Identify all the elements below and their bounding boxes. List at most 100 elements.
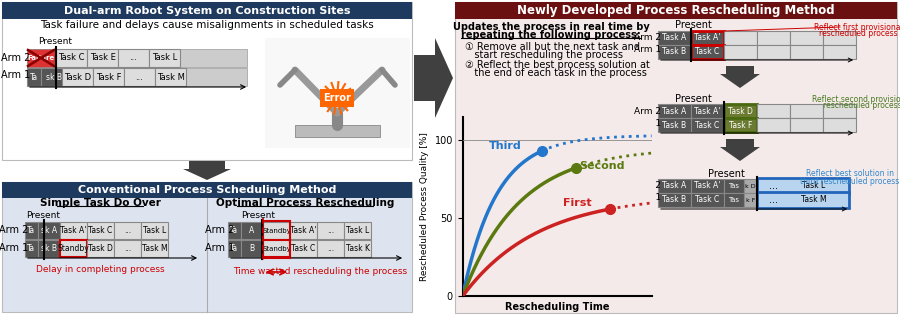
Text: Task B: Task B xyxy=(662,121,687,129)
Text: Task F: Task F xyxy=(95,72,122,82)
Text: Task E: Task E xyxy=(90,54,115,62)
Text: sk A: sk A xyxy=(40,226,57,235)
Text: A: A xyxy=(249,226,255,235)
Text: Task failure and delays cause misalignments in scheduled tasks: Task failure and delays cause misalignme… xyxy=(40,20,374,30)
Bar xyxy=(56,49,87,67)
Bar xyxy=(658,118,691,132)
Bar xyxy=(228,222,241,239)
Bar xyxy=(25,222,38,239)
Text: k D: k D xyxy=(745,184,756,188)
Bar xyxy=(744,193,757,207)
Bar xyxy=(263,222,290,239)
Bar xyxy=(757,104,790,118)
Text: Newly Developed Process Rescheduling Method: Newly Developed Process Rescheduling Met… xyxy=(518,4,835,17)
Bar xyxy=(263,240,290,257)
X-axis label: Rescheduling Time: Rescheduling Time xyxy=(505,302,609,312)
Text: sk B: sk B xyxy=(41,244,57,253)
Bar xyxy=(344,222,371,239)
Bar xyxy=(2,2,412,19)
Bar xyxy=(790,104,823,118)
Polygon shape xyxy=(414,38,453,118)
Bar xyxy=(27,68,41,86)
Text: Task C: Task C xyxy=(696,48,720,56)
Text: Arm 1: Arm 1 xyxy=(634,193,662,203)
Text: Reflect first provisional: Reflect first provisional xyxy=(814,22,900,32)
Bar xyxy=(27,68,247,86)
Text: ② Reflect the best process solution at: ② Reflect the best process solution at xyxy=(465,60,650,70)
Text: Arm 1: Arm 1 xyxy=(634,45,662,54)
Bar xyxy=(290,240,317,257)
Text: Present: Present xyxy=(26,210,60,220)
Text: Arm 1: Arm 1 xyxy=(634,118,662,128)
Text: Task A: Task A xyxy=(662,33,687,43)
Bar xyxy=(724,118,757,132)
Text: Arm 2: Arm 2 xyxy=(205,225,235,235)
Bar xyxy=(87,222,114,239)
Bar xyxy=(114,222,141,239)
Bar xyxy=(87,49,118,67)
Text: Task K: Task K xyxy=(346,244,370,253)
Bar xyxy=(757,118,790,132)
Bar xyxy=(290,222,317,239)
Bar xyxy=(228,240,241,257)
Text: Task A': Task A' xyxy=(291,226,317,235)
Bar xyxy=(93,68,124,86)
Bar xyxy=(149,49,180,67)
Text: Delay in completing process: Delay in completing process xyxy=(36,266,165,274)
Bar xyxy=(62,68,93,86)
Bar xyxy=(757,178,849,194)
Bar xyxy=(823,118,856,132)
Text: Conventional Process Scheduling Method: Conventional Process Scheduling Method xyxy=(77,185,337,195)
Text: Arm 2: Arm 2 xyxy=(0,225,29,235)
Text: start rescheduling the process: start rescheduling the process xyxy=(465,50,623,60)
Bar xyxy=(60,240,87,257)
Bar xyxy=(41,68,67,86)
Bar xyxy=(320,89,354,107)
Text: ...: ... xyxy=(769,181,778,191)
Text: Optimal Process Rescheduling: Optimal Process Rescheduling xyxy=(216,198,394,208)
Bar xyxy=(790,118,823,132)
Text: ...: ... xyxy=(769,195,778,205)
Text: Task L: Task L xyxy=(346,226,369,235)
Bar xyxy=(317,222,344,239)
Text: Task D: Task D xyxy=(64,72,91,82)
Text: rescheduled process: rescheduled process xyxy=(819,30,897,38)
Text: Ta: Ta xyxy=(27,244,36,253)
Text: Task A': Task A' xyxy=(60,226,86,235)
Text: Ta: Ta xyxy=(230,244,238,253)
Text: Tas: Tas xyxy=(728,197,740,203)
Text: Arm 2: Arm 2 xyxy=(1,53,31,63)
Y-axis label: Rescheduled Process Quality [%]: Rescheduled Process Quality [%] xyxy=(420,132,429,281)
Text: ...: ... xyxy=(327,244,334,253)
Bar xyxy=(114,240,141,257)
Bar xyxy=(155,68,186,86)
Text: Standby: Standby xyxy=(262,245,291,251)
Text: Task A: Task A xyxy=(662,106,687,116)
Bar xyxy=(790,45,823,59)
Bar xyxy=(658,193,691,207)
Bar xyxy=(823,31,856,45)
Bar xyxy=(691,45,724,59)
Text: Task A: Task A xyxy=(662,181,687,191)
Bar xyxy=(658,45,691,59)
Text: Tas: Tas xyxy=(728,183,740,189)
Text: Task C: Task C xyxy=(696,196,720,204)
Text: Present: Present xyxy=(675,94,711,104)
Text: Task B: Task B xyxy=(662,196,687,204)
Text: ...: ... xyxy=(124,244,131,253)
Bar xyxy=(60,222,87,239)
Text: rescheduled process: rescheduled process xyxy=(823,101,900,111)
Text: Third: Third xyxy=(490,141,522,151)
Text: ① Remove all but the next task and: ① Remove all but the next task and xyxy=(465,42,640,52)
Text: First: First xyxy=(562,198,591,208)
Bar xyxy=(241,240,263,257)
Text: ...: ... xyxy=(327,226,334,235)
Bar xyxy=(724,179,744,193)
Text: Task A': Task A' xyxy=(694,106,721,116)
Bar xyxy=(124,68,155,86)
Text: Arm 1: Arm 1 xyxy=(2,70,31,80)
Bar xyxy=(691,104,724,118)
Text: Task L: Task L xyxy=(143,226,166,235)
Bar xyxy=(241,222,263,239)
Text: Simple Task Do Over: Simple Task Do Over xyxy=(40,198,160,208)
